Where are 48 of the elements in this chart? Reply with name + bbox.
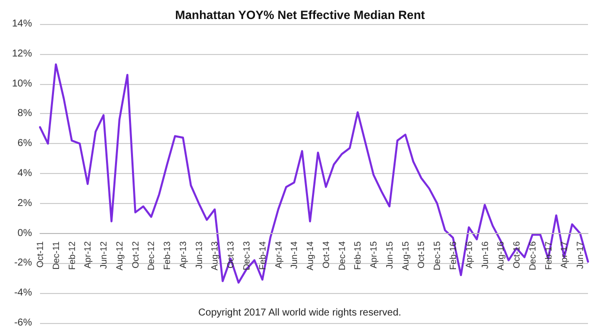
x-tick-label: Jun-14 [289,241,300,269]
x-tick-label: Aug-13 [210,241,220,270]
x-tick-label: Apr-17 [559,241,570,268]
x-tick-label: Dec-11 [50,241,61,270]
chart-title: Manhattan YOY% Net Effective Median Rent [175,8,425,22]
y-tick-label: 14% [12,18,32,30]
x-tick-label: Oct-12 [130,241,140,268]
x-tick-label: Feb-12 [66,241,77,270]
x-tick-label: Dec-12 [146,241,156,270]
x-tick-label: Aug-16 [496,241,506,270]
x-tick-label: Feb-16 [448,241,458,270]
x-tick-label: Apr-15 [368,241,379,268]
y-tick-label: -6% [14,318,32,328]
y-tick-label: -2% [14,258,32,269]
y-tick-label: 4% [18,168,32,179]
x-tick-label: Aug-14 [305,241,316,270]
x-tick-label: Aug-15 [400,241,410,270]
x-tick-label: Feb-17 [543,241,554,270]
x-tick-label: Oct-15 [416,241,426,268]
x-tick-label: Apr-12 [82,241,93,268]
x-tick-label: Jun-12 [98,241,109,269]
x-tick-label: Jun-17 [575,241,586,269]
y-tick-label: 8% [18,108,32,120]
x-tick-label: Jun-16 [480,241,490,269]
x-tick-label: Oct-14 [320,241,331,268]
x-tick-label: Oct-13 [226,241,236,268]
y-tick-label: 12% [12,48,32,60]
x-tick-label: Oct-11 [35,241,45,268]
y-tick-label: -4% [14,288,32,299]
x-tick-label: Apr-14 [273,241,284,268]
x-tick-label: Apr-13 [178,241,188,268]
x-tick-label: Dec-15 [432,241,442,270]
x-tick-label: Feb-15 [352,241,363,270]
x-tick-label: Aug-12 [114,241,124,270]
x-tick-label: Feb-13 [162,241,172,270]
y-tick-label: 2% [18,198,32,209]
y-tick-label: 0% [18,228,32,239]
annotation: Copyright 2017 All world wide rights reserved. [198,308,402,319]
y-tick-label: 6% [18,138,32,150]
x-tick-label: Jun-13 [194,241,204,269]
x-tick-label: Dec-16 [527,241,538,270]
y-tick-label: 10% [12,78,32,90]
x-tick-label: Oct-16 [512,241,522,268]
x-tick-label: Feb-14 [257,241,268,270]
x-tick-label: Dec-14 [336,241,347,270]
x-tick-label: Jun-15 [384,241,394,269]
x-tick-label: Dec-13 [241,241,252,270]
x-tick-label: Apr-16 [464,241,474,268]
